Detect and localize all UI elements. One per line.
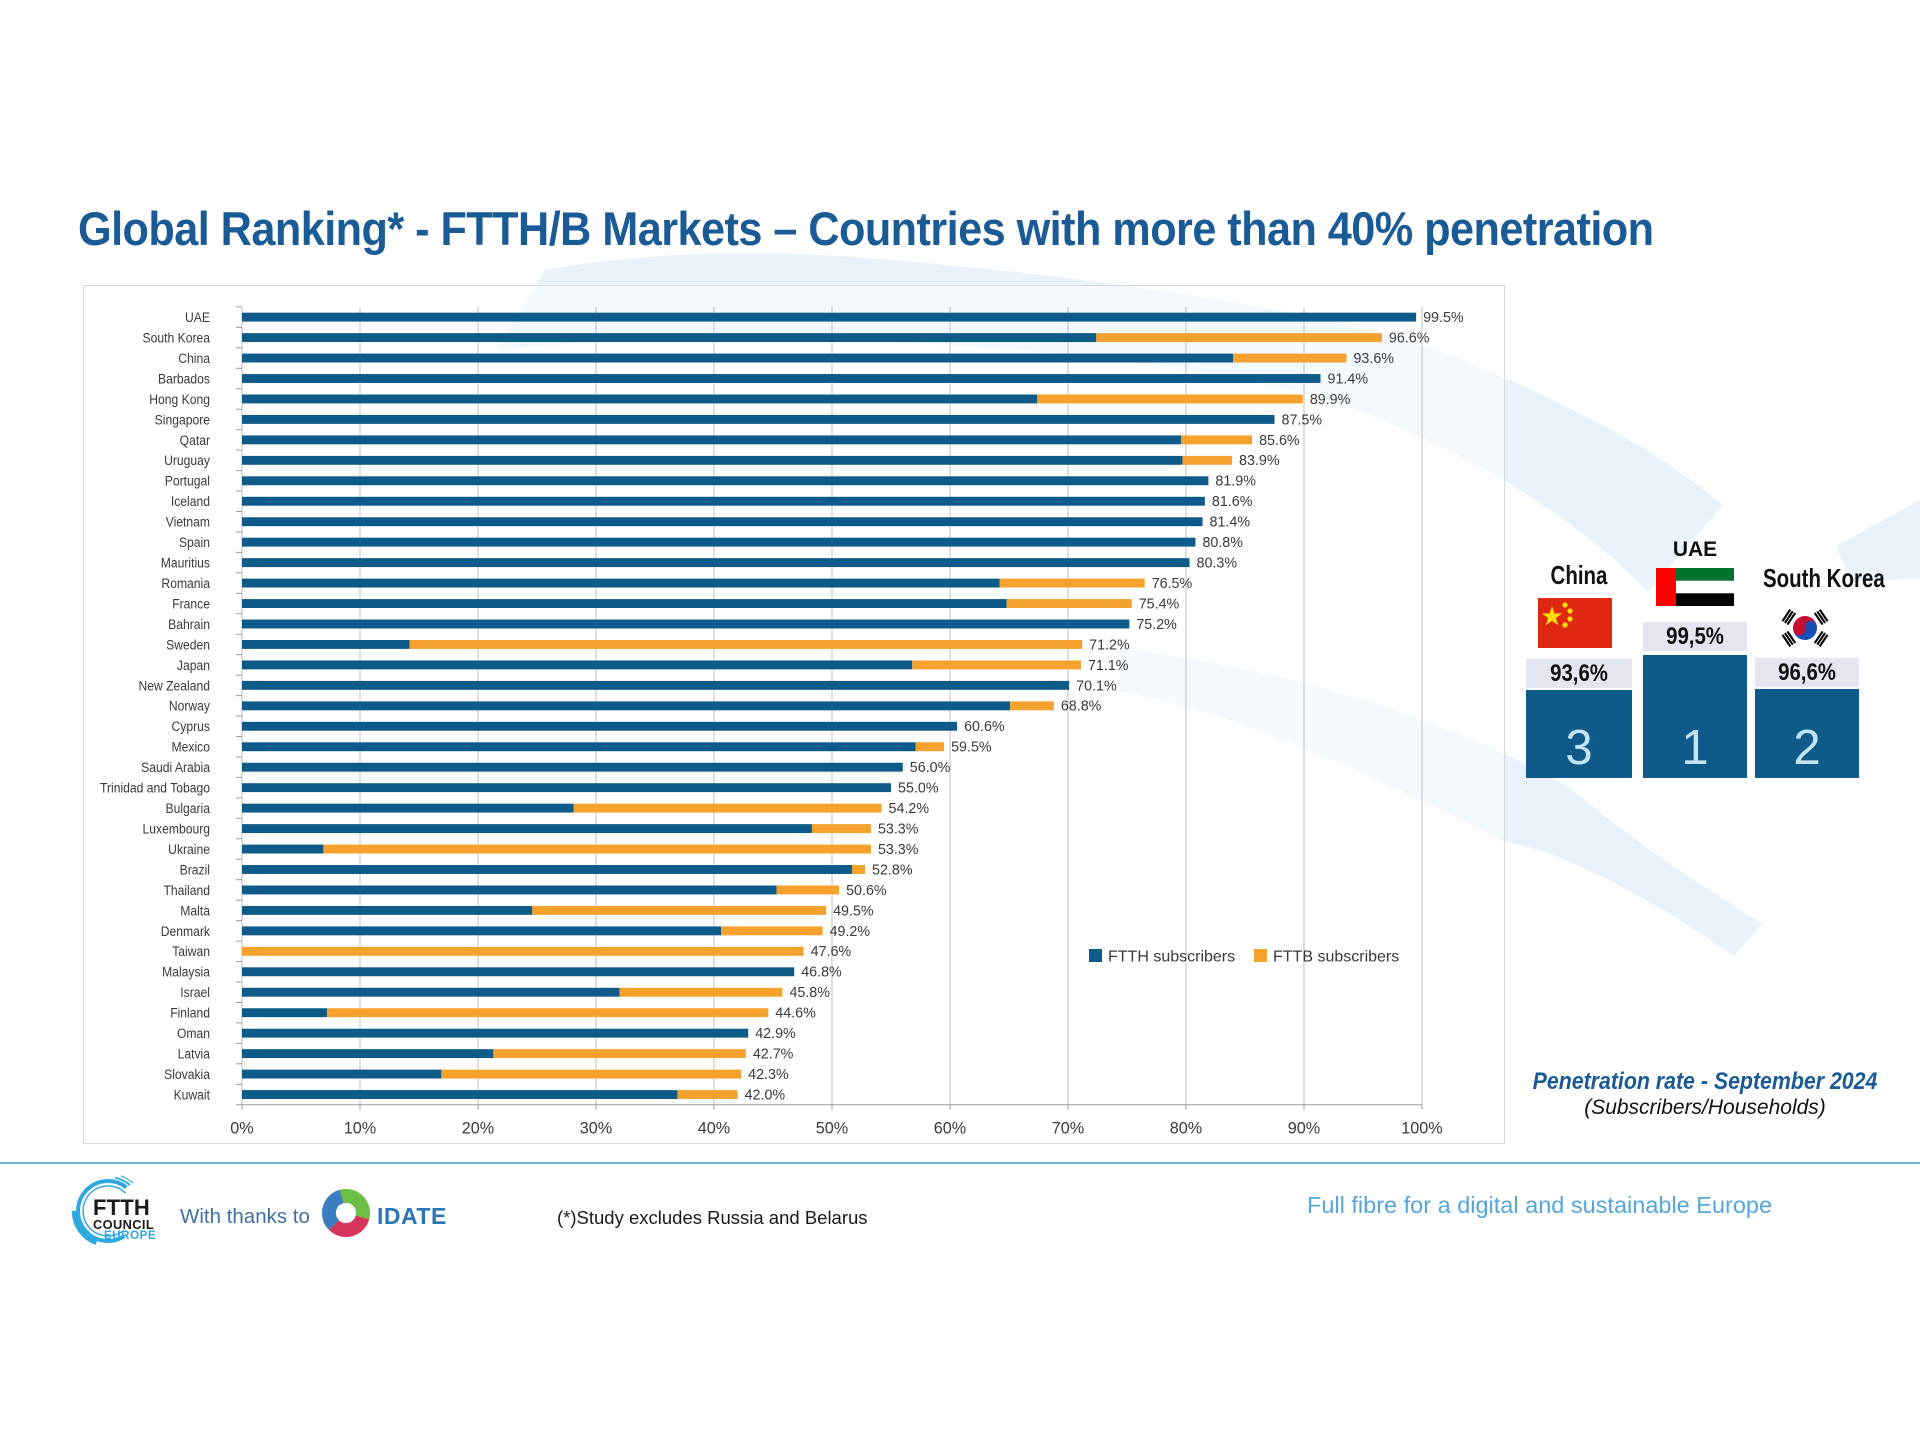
svg-text:75.4%: 75.4% bbox=[1139, 596, 1180, 612]
svg-text:70.1%: 70.1% bbox=[1076, 678, 1117, 694]
svg-text:FTTB subscribers: FTTB subscribers bbox=[1273, 949, 1399, 966]
svg-text:South Korea: South Korea bbox=[143, 330, 211, 346]
svg-text:Singapore: Singapore bbox=[155, 412, 210, 428]
svg-text:Finland: Finland bbox=[170, 1005, 210, 1021]
svg-text:Norway: Norway bbox=[169, 698, 211, 714]
svg-text:49.2%: 49.2% bbox=[830, 924, 871, 940]
svg-text:87.5%: 87.5% bbox=[1282, 412, 1323, 428]
svg-text:Latvia: Latvia bbox=[178, 1046, 211, 1062]
svg-text:93.6%: 93.6% bbox=[1353, 351, 1394, 367]
svg-text:Mauritius: Mauritius bbox=[161, 555, 211, 571]
svg-text:81.9%: 81.9% bbox=[1215, 474, 1256, 490]
svg-text:50.6%: 50.6% bbox=[846, 883, 887, 899]
svg-text:Iceland: Iceland bbox=[171, 493, 210, 509]
svg-text:Israel: Israel bbox=[180, 984, 210, 1000]
svg-text:Oman: Oman bbox=[177, 1025, 210, 1041]
svg-text:40%: 40% bbox=[698, 1120, 730, 1138]
svg-text:10%: 10% bbox=[344, 1120, 376, 1138]
svg-text:Bahrain: Bahrain bbox=[168, 616, 210, 632]
svg-text:Hong Kong: Hong Kong bbox=[149, 391, 210, 407]
svg-text:Cyprus: Cyprus bbox=[172, 718, 211, 734]
svg-text:20%: 20% bbox=[462, 1120, 494, 1138]
svg-text:85.6%: 85.6% bbox=[1259, 433, 1300, 449]
svg-text:99.5%: 99.5% bbox=[1423, 310, 1464, 326]
svg-text:Barbados: Barbados bbox=[158, 371, 210, 387]
svg-text:71.2%: 71.2% bbox=[1089, 637, 1130, 653]
svg-text:Saudi Arabia: Saudi Arabia bbox=[141, 759, 211, 775]
svg-text:90%: 90% bbox=[1288, 1120, 1320, 1138]
svg-text:Slovakia: Slovakia bbox=[164, 1066, 211, 1082]
svg-text:80.8%: 80.8% bbox=[1202, 535, 1243, 551]
svg-text:New Zealand: New Zealand bbox=[139, 678, 210, 694]
svg-text:49.5%: 49.5% bbox=[833, 903, 874, 919]
svg-text:France: France bbox=[172, 596, 210, 612]
svg-text:53.3%: 53.3% bbox=[878, 842, 919, 858]
svg-text:Portugal: Portugal bbox=[165, 473, 210, 489]
svg-text:60%: 60% bbox=[934, 1120, 966, 1138]
svg-text:75.2%: 75.2% bbox=[1136, 617, 1177, 633]
svg-text:Trinidad and Tobago: Trinidad and Tobago bbox=[100, 780, 210, 796]
svg-text:Spain: Spain bbox=[179, 534, 210, 550]
svg-text:54.2%: 54.2% bbox=[889, 801, 930, 817]
svg-text:46.8%: 46.8% bbox=[801, 965, 842, 981]
svg-text:Romania: Romania bbox=[161, 575, 210, 591]
svg-text:83.9%: 83.9% bbox=[1239, 453, 1280, 469]
svg-text:45.8%: 45.8% bbox=[789, 985, 830, 1001]
svg-text:70%: 70% bbox=[1052, 1120, 1084, 1138]
svg-text:96.6%: 96.6% bbox=[1389, 330, 1430, 346]
svg-text:42.9%: 42.9% bbox=[755, 1026, 796, 1042]
svg-text:Ukraine: Ukraine bbox=[168, 841, 210, 857]
svg-text:59.5%: 59.5% bbox=[951, 740, 992, 756]
svg-text:42.3%: 42.3% bbox=[748, 1067, 789, 1083]
svg-text:71.1%: 71.1% bbox=[1088, 658, 1129, 674]
svg-text:55.0%: 55.0% bbox=[898, 781, 939, 797]
svg-text:60.6%: 60.6% bbox=[964, 719, 1005, 735]
svg-text:0%: 0% bbox=[230, 1120, 253, 1138]
svg-text:Bulgaria: Bulgaria bbox=[165, 800, 210, 816]
svg-text:Denmark: Denmark bbox=[161, 923, 211, 939]
svg-text:Thailand: Thailand bbox=[163, 882, 210, 898]
svg-text:Brazil: Brazil bbox=[180, 862, 210, 878]
svg-text:Taiwan: Taiwan bbox=[172, 943, 210, 959]
svg-text:81.4%: 81.4% bbox=[1210, 515, 1251, 531]
svg-text:Kuwait: Kuwait bbox=[174, 1087, 211, 1103]
svg-text:91.4%: 91.4% bbox=[1328, 371, 1369, 387]
svg-text:80.3%: 80.3% bbox=[1197, 556, 1238, 572]
svg-text:Malta: Malta bbox=[180, 903, 210, 919]
svg-text:Japan: Japan bbox=[177, 657, 210, 673]
svg-text:Uruguay: Uruguay bbox=[164, 453, 210, 469]
svg-text:44.6%: 44.6% bbox=[775, 1006, 816, 1022]
svg-text:89.9%: 89.9% bbox=[1310, 392, 1351, 408]
svg-text:UAE: UAE bbox=[185, 309, 210, 325]
svg-text:Vietnam: Vietnam bbox=[166, 514, 210, 530]
svg-text:FTTH subscribers: FTTH subscribers bbox=[1108, 949, 1235, 966]
svg-text:Qatar: Qatar bbox=[180, 432, 211, 448]
svg-text:56.0%: 56.0% bbox=[910, 760, 951, 776]
svg-text:42.0%: 42.0% bbox=[745, 1087, 786, 1103]
svg-text:68.8%: 68.8% bbox=[1061, 699, 1102, 715]
svg-text:52.8%: 52.8% bbox=[872, 862, 913, 878]
svg-text:47.6%: 47.6% bbox=[811, 944, 852, 960]
svg-text:53.3%: 53.3% bbox=[878, 821, 919, 837]
svg-text:76.5%: 76.5% bbox=[1152, 576, 1193, 592]
svg-text:Luxembourg: Luxembourg bbox=[143, 821, 210, 837]
svg-text:50%: 50% bbox=[816, 1120, 848, 1138]
svg-text:Sweden: Sweden bbox=[166, 637, 210, 653]
svg-text:42.7%: 42.7% bbox=[753, 1047, 794, 1063]
svg-text:81.6%: 81.6% bbox=[1212, 494, 1253, 510]
svg-text:Mexico: Mexico bbox=[172, 739, 210, 755]
svg-text:100%: 100% bbox=[1401, 1120, 1442, 1138]
svg-text:30%: 30% bbox=[580, 1120, 612, 1138]
svg-text:80%: 80% bbox=[1170, 1120, 1202, 1138]
svg-text:China: China bbox=[178, 350, 210, 366]
svg-text:Malaysia: Malaysia bbox=[162, 964, 211, 980]
